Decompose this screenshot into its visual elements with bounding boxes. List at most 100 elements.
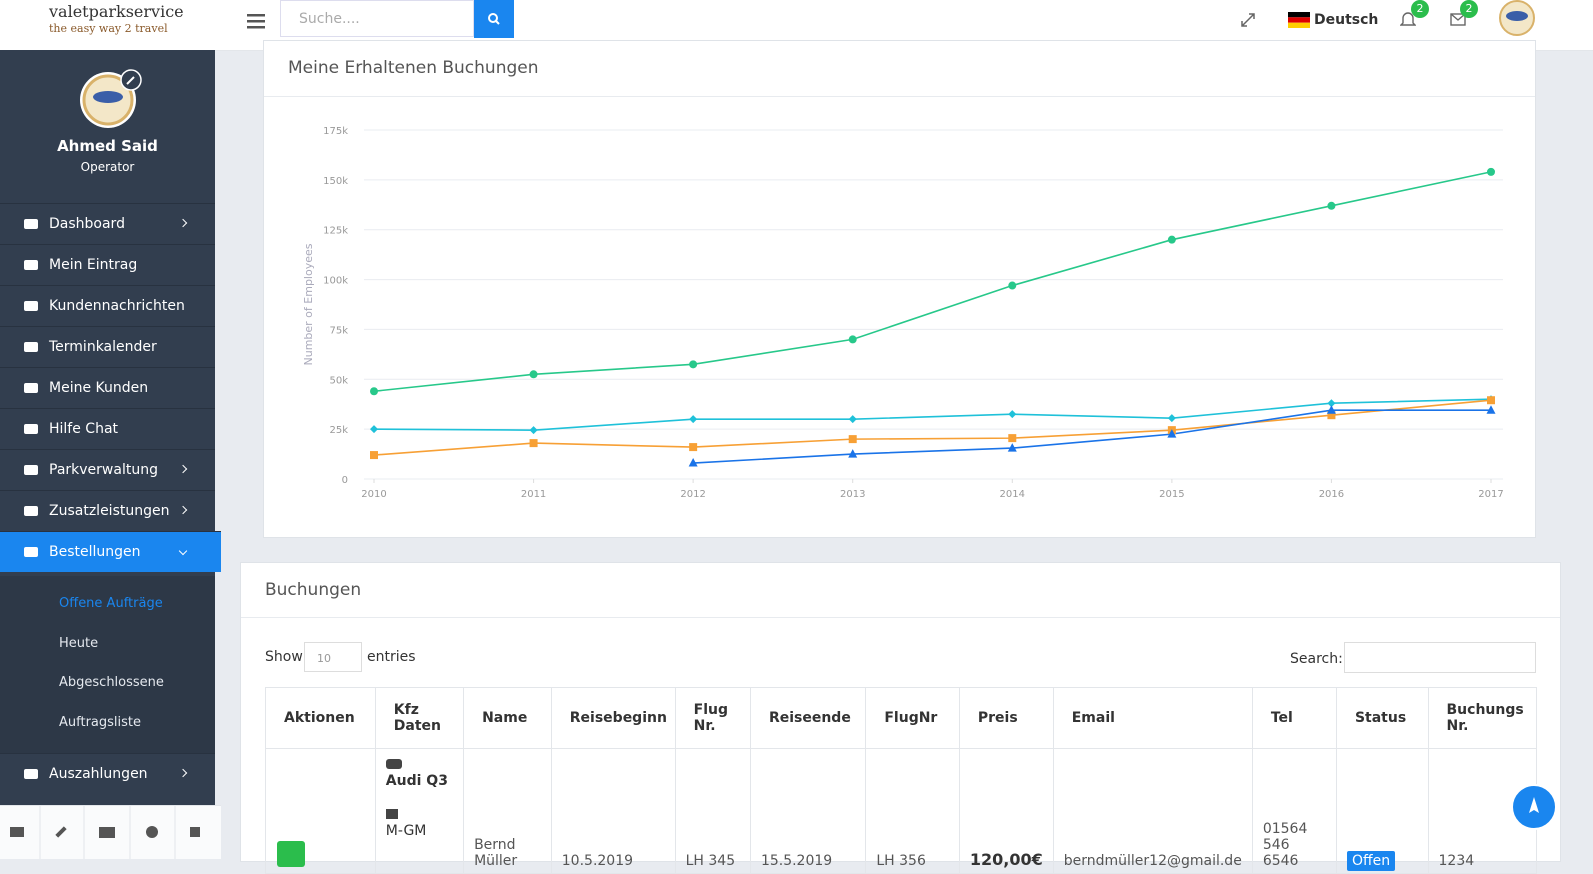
email: berndmüller12@gmail.de xyxy=(1063,853,1242,869)
point xyxy=(370,425,378,434)
cell: 01564 546 6546 xyxy=(1251,748,1337,874)
flight-out: LH 345 xyxy=(685,853,736,869)
series-line xyxy=(693,409,1491,464)
table-title: Buchungen xyxy=(265,580,362,600)
fullscreen-icon[interactable] xyxy=(1241,13,1255,27)
column-header[interactable]: Name xyxy=(463,687,552,749)
menu-icon xyxy=(24,465,38,475)
menu-icon xyxy=(24,424,38,434)
point xyxy=(1327,411,1336,420)
table-search[interactable] xyxy=(1344,642,1536,673)
cell: Bernd Müller xyxy=(463,748,552,874)
scroll-top-button[interactable] xyxy=(1510,783,1558,831)
plate: M-GM 333 xyxy=(385,823,427,837)
search-input[interactable]: Suche.... xyxy=(280,0,474,37)
point xyxy=(848,435,857,444)
chart-card: Meine Erhaltenen Buchungen 0 25k 50k 75k 100… xyxy=(263,40,1536,538)
y-tick-label: 25k xyxy=(329,425,348,436)
cell: LH 345 xyxy=(674,748,751,874)
profile-avatar xyxy=(80,69,142,128)
column-title: Buchungs Nr. xyxy=(1446,702,1524,734)
bookings-table: Aktionen Kfz Daten Name Reisebeginn Flug Nr.… xyxy=(265,687,1538,874)
start: 10.5.2019 xyxy=(561,853,634,869)
menu-item[interactable]: Terminkalender xyxy=(0,326,215,367)
footer-icons[interactable] xyxy=(0,806,221,859)
menu-toggle[interactable] xyxy=(247,13,265,29)
column-header[interactable]: Buchungs Nr. xyxy=(1427,687,1538,749)
series-line xyxy=(373,398,1492,431)
point xyxy=(1167,429,1177,438)
x-tick-label: 2011 xyxy=(521,489,546,500)
submenu-item[interactable]: Abgeschlossene xyxy=(59,675,164,690)
end: 15.5.2019 xyxy=(760,853,833,869)
column-title: Tel xyxy=(1270,710,1293,726)
point xyxy=(529,426,538,435)
point xyxy=(1167,235,1176,244)
bell-icon[interactable] xyxy=(1400,11,1416,28)
submenu-item[interactable]: Offene Aufträge xyxy=(59,596,163,611)
menu-icon xyxy=(24,301,38,311)
column-title: Preis xyxy=(977,710,1018,726)
message-badge: 2 xyxy=(1460,0,1478,18)
cell: LH 356 xyxy=(865,748,960,874)
submenu-item[interactable]: Heute xyxy=(59,635,99,651)
menu-item[interactable]: Kundennachrichten xyxy=(0,285,215,326)
y-tick-label: 0 xyxy=(342,475,348,486)
menu-item[interactable]: Dashboard xyxy=(0,203,215,244)
notification-badge: 2 xyxy=(1411,0,1429,18)
point xyxy=(1487,167,1495,176)
point xyxy=(688,458,698,467)
point xyxy=(529,439,538,448)
menu-icon xyxy=(24,383,38,393)
column-title: Reisebeginn xyxy=(569,710,667,726)
menu-arrow xyxy=(178,546,188,556)
series-line xyxy=(373,399,1492,456)
y-axis-label: Number of Employees xyxy=(302,243,315,365)
x-tick-label: 2015 xyxy=(1159,489,1184,500)
point xyxy=(689,443,698,452)
column-header[interactable]: Aktionen xyxy=(265,687,376,749)
menu-item[interactable]: Hilfe Chat xyxy=(0,408,215,449)
column-header[interactable]: Preis xyxy=(958,687,1054,749)
page-size-select[interactable]: 10 xyxy=(304,642,362,672)
menu-icon xyxy=(24,219,38,229)
column-header[interactable]: Kfz Daten xyxy=(374,687,465,749)
column-header[interactable]: Reisebeginn xyxy=(550,687,676,749)
column-header[interactable]: Reiseende xyxy=(749,687,867,749)
column-title: Aktionen xyxy=(284,710,355,726)
point xyxy=(848,335,857,344)
cell: Audi Q3 M-GM 333 xyxy=(374,748,465,874)
submenu-item[interactable]: Auftragsliste xyxy=(59,714,142,730)
point xyxy=(1167,414,1176,423)
logo[interactable]: valetparkservice xyxy=(49,2,184,21)
column-header[interactable]: FlugNr xyxy=(865,687,960,749)
language[interactable]: Deutsch xyxy=(1314,12,1379,28)
column-title: Reiseende xyxy=(768,710,851,726)
page-size: 10 xyxy=(317,652,331,665)
price: 120,00€ xyxy=(969,850,1043,869)
edit-button[interactable] xyxy=(277,841,305,867)
point xyxy=(370,451,378,460)
tel: 01564 546 6546 xyxy=(1262,821,1308,869)
menu-icon xyxy=(24,506,38,516)
menu-item[interactable]: Bestellungen xyxy=(0,531,221,572)
avatar[interactable] xyxy=(1497,0,1537,40)
series-line xyxy=(373,171,1492,393)
menu-item[interactable]: Auszahlungen xyxy=(0,753,215,794)
search-button[interactable] xyxy=(474,0,514,38)
x-tick-label: 2016 xyxy=(1319,489,1344,500)
column-header[interactable]: Status xyxy=(1335,687,1429,749)
menu-item[interactable]: Zusatzleistungen xyxy=(0,490,215,531)
cell: berndmüller12@gmail.de xyxy=(1052,748,1253,874)
menu-item[interactable]: Parkverwaltung xyxy=(0,449,215,490)
column-title: Name xyxy=(482,710,528,726)
column-header[interactable]: Tel xyxy=(1251,687,1337,749)
column-header[interactable]: Email xyxy=(1052,687,1253,749)
divider xyxy=(241,617,1560,618)
menu-item[interactable]: Meine Kunden xyxy=(0,367,215,408)
sidebar-footer xyxy=(0,805,221,859)
point xyxy=(1326,405,1336,414)
menu-item[interactable]: Mein Eintrag xyxy=(0,244,215,285)
name: Bernd Müller xyxy=(474,837,518,869)
column-header[interactable]: Flug Nr. xyxy=(674,687,751,749)
